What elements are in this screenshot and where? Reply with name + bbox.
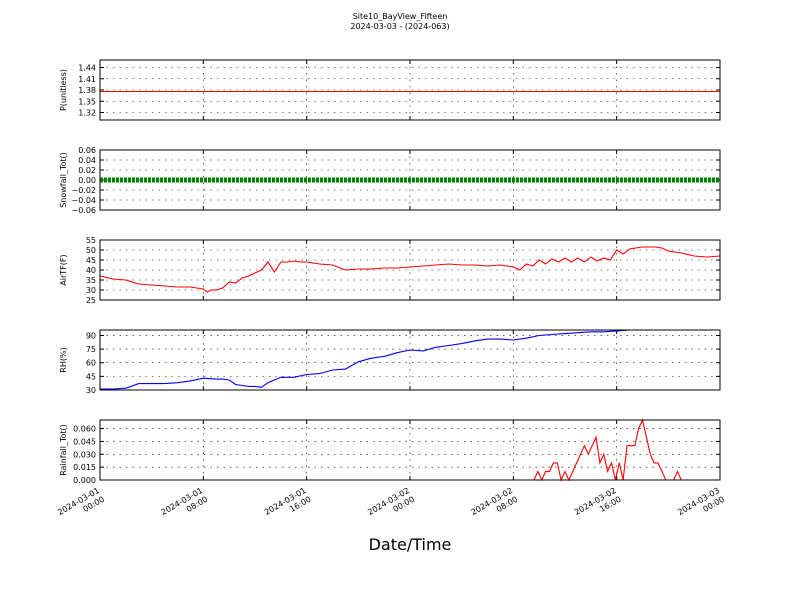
- y-tick-label: 1.38: [78, 86, 96, 95]
- y-tick-label: 0.030: [73, 450, 96, 459]
- series-line-airtf-f: [99, 246, 721, 293]
- plot-frame: [99, 149, 721, 211]
- figure-subtitle: 2024-03-03 - (2024-063): [350, 22, 449, 31]
- y-tick-label: 50: [86, 246, 96, 255]
- x-tick-label: 2024-03-0108:00: [160, 486, 210, 526]
- panel-rainfall-tot: 0.060 0.045 0.030 0.015 0.000 Rainfall_Tot(): [59, 418, 721, 485]
- x-tick-label: 2024-03-0200:00: [366, 486, 416, 526]
- plot-frame: [99, 419, 721, 481]
- x-tick-label: 2024-03-0300:00: [676, 486, 726, 526]
- y-tick-label: 0.015: [73, 463, 96, 472]
- y-tick-label: 45: [86, 372, 96, 381]
- chart-panels: 1.441.411.381.351.32P(unitless)0.060.040…: [59, 59, 721, 485]
- plot-frame: [99, 329, 721, 391]
- y-axis-label: Snowfall_Tot(): [59, 152, 68, 208]
- y-tick-label: 25: [86, 296, 96, 305]
- y-tick-label: 0.04: [78, 156, 96, 165]
- y-tick-label: 1.41: [78, 75, 96, 84]
- x-tick-label: 2024-03-0208:00: [470, 486, 520, 526]
- y-tick-label: 1.35: [78, 97, 96, 106]
- y-tick-label: 1.44: [78, 64, 96, 73]
- y-tick-label: 0.060: [73, 425, 96, 434]
- y-tick-label: 0.06: [78, 146, 96, 155]
- y-tick-label: −0.06: [71, 206, 96, 215]
- y-tick-label: 0.000: [73, 476, 96, 485]
- y-axis-label: AirTF(F): [59, 254, 68, 285]
- x-tick-label: 2024-03-0216:00: [573, 486, 623, 526]
- x-tick-label: 2024-03-0100:00: [56, 486, 106, 526]
- plot-frame: [99, 59, 721, 121]
- panel-snowfall-tot: 0.060.040.020.00−0.02−0.04−0.06Snowfall_…: [59, 146, 721, 215]
- y-tick-label: 90: [86, 331, 96, 340]
- y-axis-label: Rainfall_Tot(): [59, 424, 68, 476]
- x-axis-label: Date/Time: [369, 535, 452, 554]
- panel-p-unitless: 1.44 1.41 1.38 1.35 1.32 P(unitless): [59, 59, 721, 121]
- y-tick-label: 55: [86, 236, 96, 245]
- x-tick-labels: 2024-03-0100:00 2024-03-0108:00 2024-03-01…: [56, 486, 726, 526]
- y-axis-label: P(unitless): [59, 69, 68, 111]
- panel-rh: 90 75 60 45 30 RH(%): [59, 329, 721, 395]
- y-tick-label: 0.045: [73, 437, 96, 446]
- series-line-rainfall-tot: [100, 418, 720, 482]
- figure-title: Site10_BayView_Fifteen: [353, 12, 448, 21]
- y-tick-label: 0.02: [78, 166, 96, 175]
- y-tick-label: 30: [86, 286, 96, 295]
- y-tick-label: 35: [86, 276, 96, 285]
- y-tick-label: 40: [86, 266, 96, 275]
- y-tick-label: 1.32: [78, 109, 96, 118]
- y-tick-label: −0.04: [71, 196, 96, 205]
- series-line-rh: [100, 329, 720, 390]
- y-axis-label: RH(%): [59, 347, 68, 372]
- y-tick-label: 45: [86, 256, 96, 265]
- y-tick-label: 60: [86, 359, 96, 368]
- y-tick-label: 75: [86, 345, 96, 354]
- y-tick-label: −0.02: [71, 186, 96, 195]
- y-tick-label: 30: [86, 386, 96, 395]
- plot-frame: [99, 239, 721, 301]
- y-tick-label: 0.00: [78, 176, 96, 185]
- x-tick-label: 2024-03-0116:00: [263, 486, 313, 526]
